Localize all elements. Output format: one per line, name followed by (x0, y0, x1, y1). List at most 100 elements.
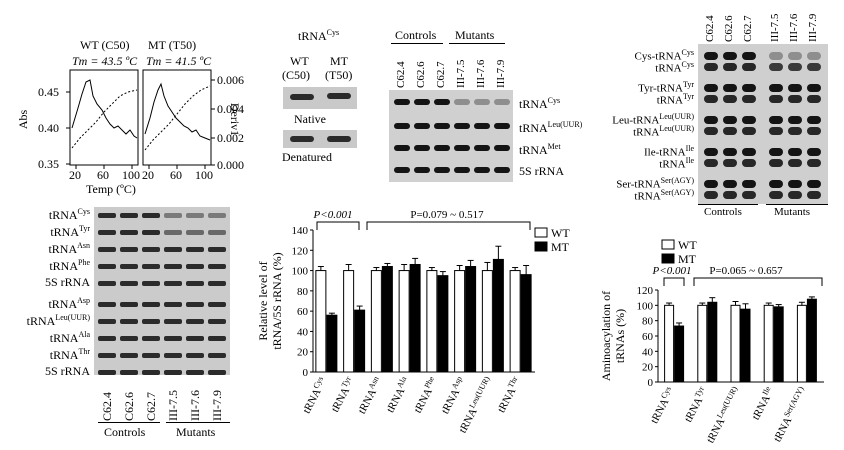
category-label: tRNAIle (748, 384, 777, 422)
bar-wt (343, 270, 355, 373)
y-tick-label: 20 (642, 362, 654, 374)
category-label: tRNAThr (494, 375, 524, 415)
category-label-base: tRNA (356, 387, 379, 416)
aa-row-label-bottom: tRNACys (655, 60, 694, 75)
bar-wt (697, 304, 708, 383)
left-row-label-sup: Asp (77, 296, 90, 305)
aa-band-uncharged (704, 127, 718, 135)
melt-y-left-label: Abs (16, 109, 31, 130)
left-band (142, 213, 160, 218)
aa-row-label-bottom-sup: Ile (685, 156, 694, 165)
left-band (98, 336, 116, 341)
denatured-band-mt (327, 136, 351, 142)
left-band (186, 353, 204, 358)
left-row-label: tRNAAla (50, 330, 90, 346)
left-band (120, 230, 138, 235)
aa-band-uncharged (807, 95, 821, 103)
category-label-base: tRNA (682, 395, 705, 424)
category-label-base: tRNA (384, 386, 407, 415)
northern-lane-label: III-7.9 (495, 59, 507, 88)
aa-blot-image (698, 44, 828, 204)
aa-band-uncharged (742, 159, 756, 167)
left-band (186, 264, 204, 269)
aa-band-charged (788, 148, 802, 156)
left-band (120, 336, 138, 341)
y-tick-label: 100 (637, 300, 654, 312)
left-band (186, 319, 204, 324)
left-band (164, 213, 182, 218)
aa-row-label-top: Ile-tRNAIle (644, 144, 694, 159)
category-label: tRNATyr (681, 385, 711, 425)
left-band (120, 247, 138, 252)
northern-row-label-base: tRNA (519, 121, 548, 135)
aa-band-charged (769, 52, 783, 60)
y-axis-label: Aminoacylation of (599, 291, 613, 381)
aa-band-uncharged (788, 159, 802, 167)
aa-row-label-bottom-sup: Cys (681, 60, 694, 69)
melt-x-label: Temp (ºC) (86, 182, 136, 196)
significance-bracket (366, 221, 531, 230)
left-row-label-base: tRNA (48, 242, 78, 256)
aa-band-charged (788, 180, 802, 188)
aa-band-uncharged (807, 63, 821, 71)
bar-wt (426, 270, 438, 373)
aa-band-uncharged (788, 95, 802, 103)
northern-band (414, 123, 430, 129)
wt-melt-label: WT (C50) (80, 38, 130, 52)
northern-band (434, 99, 450, 105)
aa-band-uncharged (807, 159, 821, 167)
aa-band-uncharged (742, 63, 756, 71)
native-gel-image (283, 87, 357, 109)
relative-level-chart: 020406080100120140tRNACystRNATyrtRNAAsnt… (256, 209, 570, 435)
category-label: tRNAAla (383, 374, 413, 414)
melt-panel: WT (C50) MT (T50) Tm = 43.5 ºC Tm = 41.5… (0, 0, 244, 200)
northern-controls-line (391, 43, 443, 44)
y-tick-label: 80 (297, 286, 309, 298)
left-band (186, 213, 204, 218)
aa-row-label-top-sup: Cys (681, 48, 694, 57)
northern-band (474, 99, 490, 105)
denatured-band-wt (290, 136, 314, 142)
aa-mutants-line (766, 204, 828, 205)
melt-left-tick-1: 0.40 (38, 121, 59, 135)
y-tick-label: 60 (642, 331, 654, 343)
aa-band-charged (742, 180, 756, 188)
aa-row-label-bottom-sup: Tyr (683, 92, 694, 101)
left-band (142, 247, 160, 252)
aa-band-uncharged (723, 95, 737, 103)
left-band (164, 247, 182, 252)
category-label-sup: Cys (659, 385, 673, 400)
northern-band (494, 99, 510, 105)
left-band (164, 264, 182, 269)
aa-band-charged (742, 116, 756, 124)
left-band (120, 264, 138, 269)
northern-lane-label: III-7.5 (455, 59, 467, 88)
aa-lane-label: III-7.9 (807, 13, 819, 42)
northern-mutants-label: Mutants (455, 28, 495, 42)
y-tick-label: 40 (297, 326, 309, 338)
aa-band-charged (769, 148, 783, 156)
left-band (98, 264, 116, 269)
aa-controls-line (698, 204, 758, 205)
northern-band (434, 123, 450, 129)
bar-wt (763, 304, 774, 383)
left-row-label: tRNATyr (50, 224, 90, 240)
melt-left-tick-2: 0.35 (38, 157, 59, 171)
aa-row-label-top-base: Ser-tRNA (616, 178, 661, 191)
mt-tm-label: Tm = 41.5 ºC (146, 54, 212, 68)
aa-row-label-top-base: Ile-tRNA (644, 146, 686, 159)
denatured-gel-image (283, 130, 357, 148)
aa-band-charged (723, 148, 737, 156)
northern-row-label-sup: Leu(UUR) (547, 120, 583, 129)
aa-band-charged (807, 180, 821, 188)
northern-band (494, 145, 510, 151)
bar-wt (664, 304, 675, 383)
bar-mt (465, 266, 477, 373)
category-label: tRNALeu(UUR) (703, 385, 744, 446)
aa-band-charged (742, 84, 756, 92)
northern-band (394, 167, 410, 173)
aa-band-charged (807, 116, 821, 124)
northern-row-label-sup: Cys (547, 96, 561, 105)
left-mutants-line (166, 422, 230, 423)
northern-band (414, 167, 430, 173)
